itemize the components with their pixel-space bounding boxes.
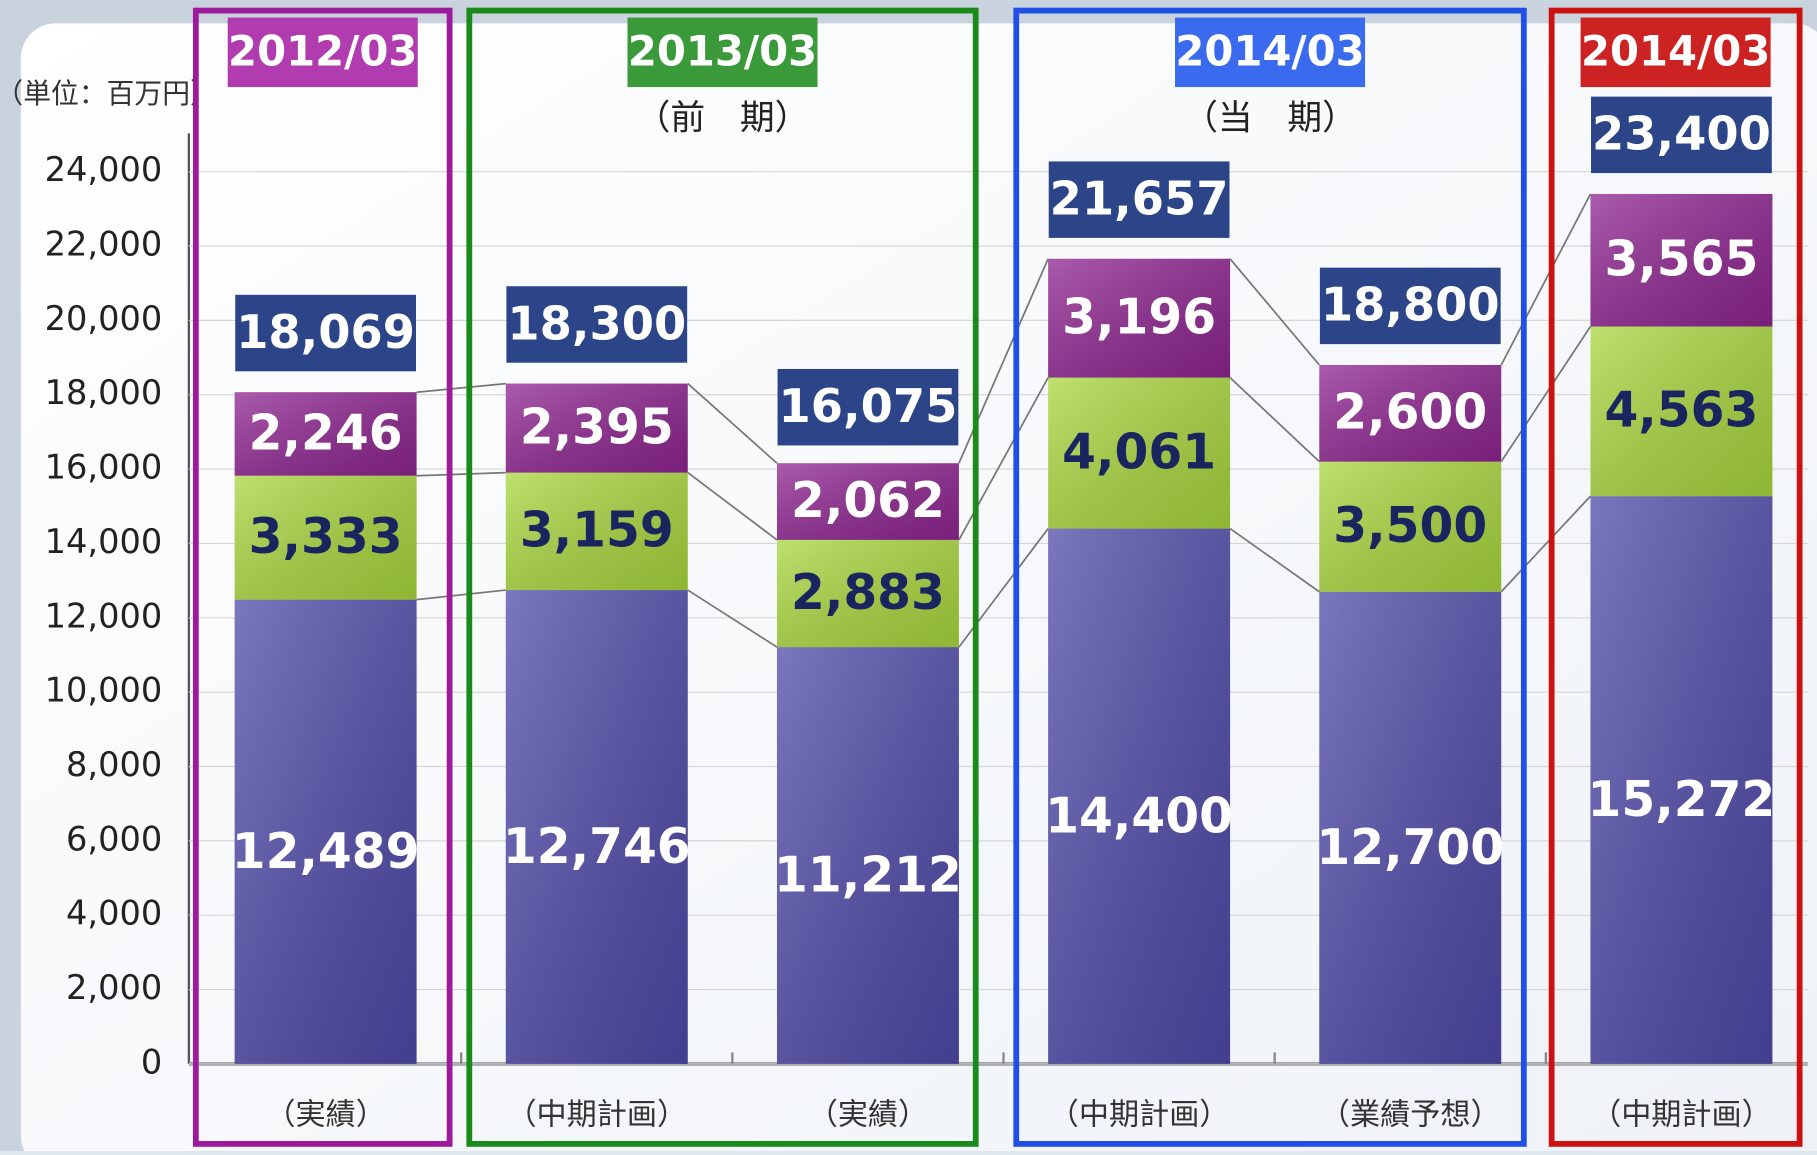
connector	[687, 589, 778, 648]
y-tick-label: 6,000	[66, 819, 162, 858]
total-box	[1319, 267, 1501, 345]
bar-shine	[1319, 364, 1502, 462]
bar-shine	[1048, 258, 1231, 378]
value-label: 11,212	[774, 848, 962, 904]
value-label: 12,746	[503, 819, 691, 875]
bar-shine	[1590, 496, 1773, 1064]
bar-shine	[1590, 193, 1773, 327]
value-label: 3,196	[1062, 289, 1216, 345]
value-label: 15,272	[1588, 772, 1776, 828]
group-label: 2014/03	[1581, 27, 1770, 76]
group-sublabel: （当 期）	[1183, 99, 1357, 139]
connector	[1229, 376, 1320, 463]
group-sublabel: （前 期）	[636, 99, 810, 139]
connector	[1229, 258, 1320, 366]
total-box	[1048, 161, 1230, 238]
bar-shine	[1319, 591, 1502, 1064]
total-box	[1591, 96, 1772, 174]
connector	[1500, 326, 1592, 463]
x-tick-label: （中期計画）	[506, 1098, 687, 1133]
value-label: 12,700	[1316, 820, 1504, 876]
value-label: 4,061	[1062, 424, 1216, 480]
total-label: 23,400	[1592, 107, 1771, 161]
bar-shine	[776, 539, 959, 648]
connector	[416, 471, 506, 477]
bar-shine	[505, 383, 688, 473]
group-frame	[466, 7, 979, 1147]
total-label: 18,800	[1321, 278, 1500, 332]
y-tick-label: 14,000	[45, 522, 163, 561]
group-label-box	[1175, 17, 1366, 88]
x-tick-label: （業績予想）	[1320, 1098, 1501, 1133]
value-label: 3,159	[520, 503, 674, 559]
bar-shine	[234, 392, 417, 476]
value-label: 14,400	[1045, 788, 1233, 844]
y-tick-label: 8,000	[66, 745, 162, 784]
total-label: 18,300	[507, 296, 686, 350]
group-label: 2012/03	[228, 27, 417, 76]
connector	[687, 471, 778, 541]
group-frame	[192, 7, 453, 1147]
bar-shine	[505, 472, 688, 591]
connector	[1500, 193, 1592, 366]
x-tick-label: （実績）	[808, 1098, 928, 1133]
value-label: 3,565	[1604, 232, 1758, 288]
group-frame	[1013, 7, 1527, 1147]
total-label: 21,657	[1050, 171, 1229, 225]
group-label-box	[227, 17, 418, 88]
bar-shine	[234, 599, 417, 1064]
x-tick-label: （中期計画）	[1049, 1098, 1230, 1133]
group-label-box	[627, 17, 818, 88]
bar-shine	[505, 590, 688, 1064]
y-tick-label: 4,000	[66, 894, 162, 933]
unit-label: （単位：百万円）	[0, 77, 218, 110]
value-label: 3,333	[249, 509, 403, 565]
group-label-box	[1580, 17, 1771, 88]
value-label: 2,395	[520, 399, 674, 455]
total-box	[506, 286, 688, 363]
bar-shine	[776, 647, 959, 1064]
y-tick-label: 20,000	[45, 299, 163, 338]
total-label: 16,075	[779, 379, 958, 433]
x-tick-label: （実績）	[265, 1098, 385, 1133]
group-frame	[1548, 7, 1803, 1147]
connector	[1229, 527, 1320, 593]
connector	[416, 589, 506, 601]
value-label: 12,489	[232, 824, 420, 880]
bar-shine	[1590, 326, 1773, 497]
bar-shine	[1048, 528, 1231, 1064]
bar-shine	[234, 475, 417, 600]
y-tick-label: 18,000	[45, 373, 163, 412]
total-box	[777, 368, 959, 446]
y-tick-label: 12,000	[45, 596, 163, 635]
value-label: 3,500	[1333, 498, 1487, 554]
y-tick-label: 16,000	[45, 448, 163, 487]
y-tick-label: 2,000	[66, 968, 162, 1007]
y-tick-label: 10,000	[45, 671, 163, 710]
y-tick-label: 24,000	[45, 150, 163, 189]
total-box	[235, 294, 417, 372]
group-label: 2013/03	[628, 27, 817, 76]
connector	[687, 382, 778, 464]
group-label: 2014/03	[1175, 27, 1364, 76]
y-tick-label: 0	[141, 1042, 162, 1081]
value-label: 2,883	[791, 565, 945, 621]
bar-shine	[1319, 461, 1502, 592]
x-tick-label: （中期計画）	[1591, 1098, 1772, 1133]
value-label: 2,062	[791, 473, 945, 529]
connector	[416, 382, 506, 394]
total-label: 18,069	[236, 305, 415, 359]
value-label: 2,246	[249, 405, 403, 461]
bar-shine	[776, 463, 959, 540]
bar-shine	[1048, 377, 1231, 529]
value-label: 4,563	[1604, 383, 1758, 439]
connector	[1500, 495, 1592, 593]
y-tick-label: 22,000	[45, 225, 163, 264]
value-label: 2,600	[1333, 385, 1487, 441]
